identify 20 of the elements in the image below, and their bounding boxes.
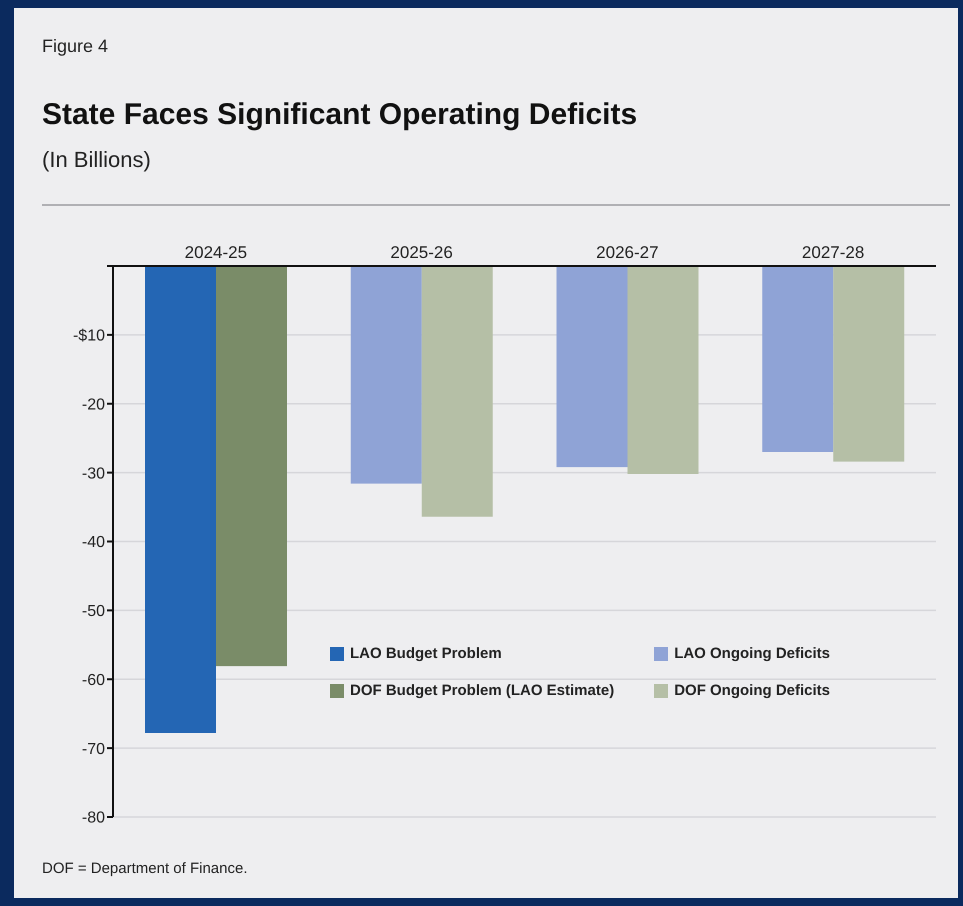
y-tick-label: -60 [82, 672, 106, 689]
chart-title: State Faces Significant Operating Deficits [42, 98, 638, 132]
x-tick-label: 2024-25 [184, 243, 248, 262]
legend-label: DOF Ongoing Deficits [674, 682, 830, 699]
caption: Figure 4 [42, 36, 108, 57]
y-tick-label: -70 [82, 740, 106, 758]
chart-subtitle: (In Billions) [42, 147, 151, 173]
y-tick-label: -50 [82, 603, 106, 620]
legend-label: LAO Budget Problem [350, 645, 502, 662]
y-tick-label: -30 [82, 465, 106, 482]
legend-label: LAO Ongoing Deficits [674, 645, 830, 662]
x-tick-label: 2027-28 [802, 243, 864, 262]
x-tick-label: 2025-26 [390, 243, 453, 262]
y-tick-label: -$10 [72, 328, 106, 345]
text: DOF = Department of Finance. [42, 860, 248, 877]
x-tick-label: 2026-27 [596, 243, 659, 262]
y-tick-label: -20 [82, 396, 106, 414]
legend-label: DOF Budget Problem (LAO Estimate) [350, 682, 614, 699]
y-tick-label: -80 [82, 810, 106, 827]
y-tick-label: -40 [82, 534, 106, 552]
